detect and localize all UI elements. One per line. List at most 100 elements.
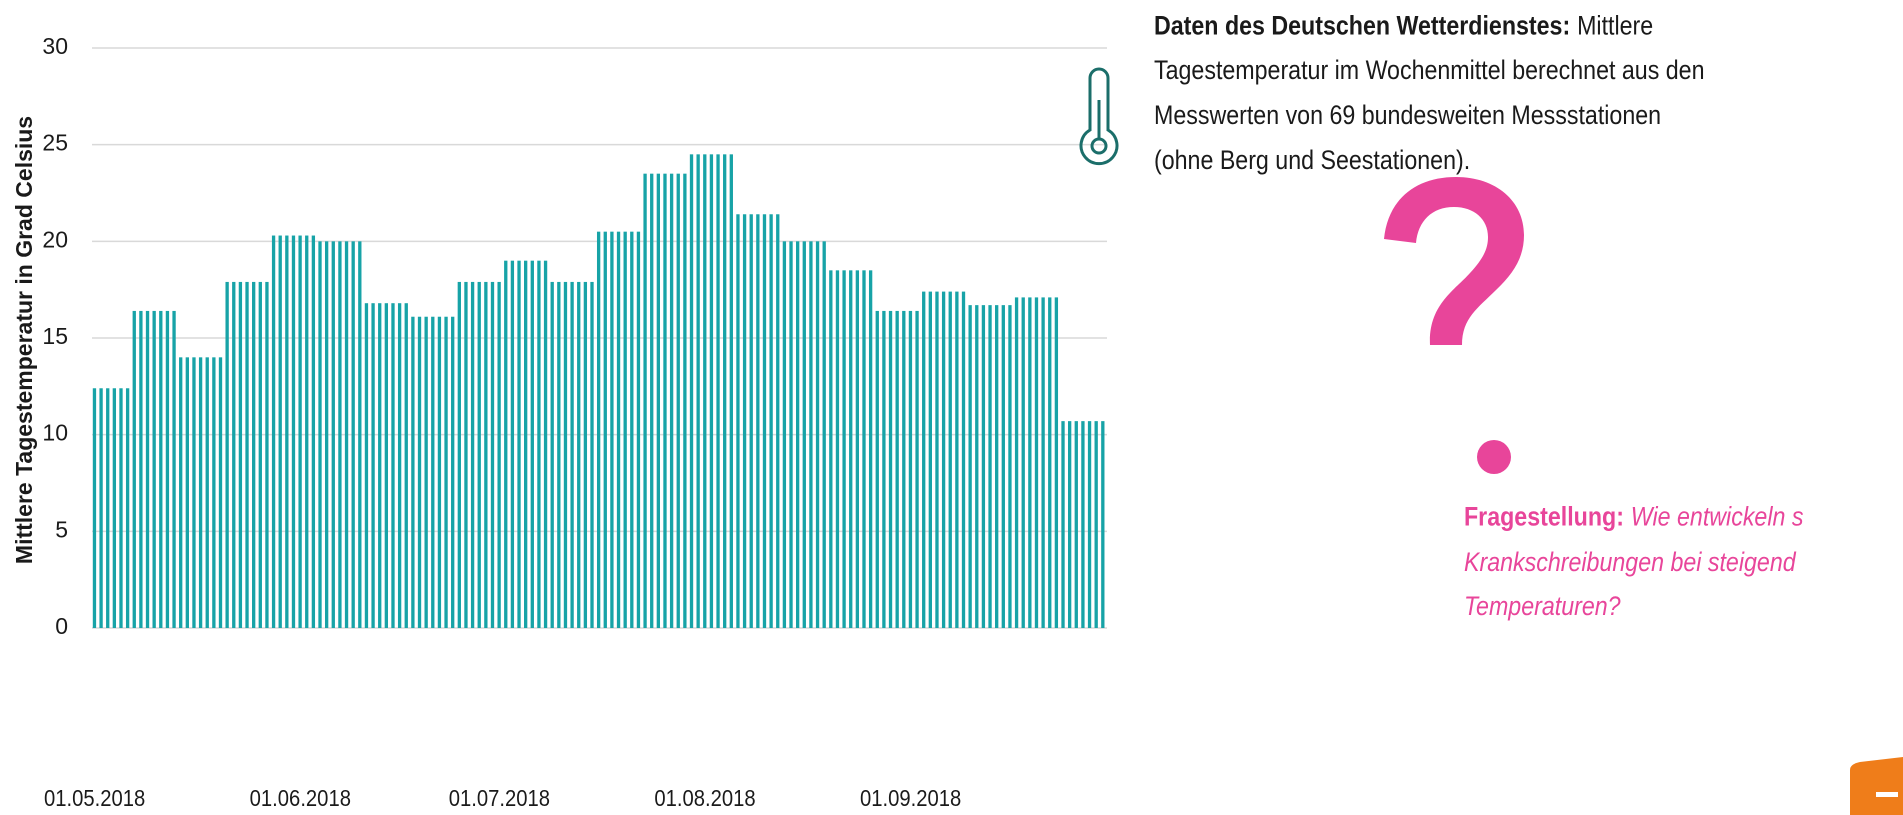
bar	[318, 241, 322, 629]
bar	[258, 281, 262, 628]
bar	[802, 241, 806, 629]
bar	[643, 173, 647, 628]
bar	[477, 281, 481, 628]
bar	[517, 260, 521, 628]
bar	[809, 241, 813, 629]
bar	[663, 173, 667, 628]
bar	[729, 154, 733, 629]
bar	[623, 231, 627, 628]
question-text: Wie entwickeln s	[1631, 502, 1804, 532]
x-tick-label: 01.09.2018	[860, 785, 961, 812]
bar	[736, 214, 740, 628]
bar	[868, 270, 873, 628]
thermometer-icon	[1079, 67, 1119, 166]
note-line: Tagestemperatur im Wochenmittel berechne…	[1154, 56, 1704, 86]
x-tick-label: 01.06.2018	[250, 785, 351, 812]
bar	[278, 235, 282, 629]
x-tick-label: 01.08.2018	[654, 785, 755, 812]
bar	[895, 310, 899, 628]
question-line: Fragestellung: Wie entwickeln s	[1464, 502, 1804, 532]
bar	[305, 235, 309, 629]
bar	[338, 241, 342, 629]
bar	[271, 235, 276, 629]
bar	[324, 241, 329, 629]
bar	[550, 281, 554, 628]
bar	[510, 260, 515, 628]
bar	[192, 357, 196, 628]
bar	[782, 241, 787, 629]
bar	[497, 281, 501, 628]
bar	[470, 281, 475, 628]
bar	[1008, 305, 1012, 628]
bar	[915, 310, 919, 628]
bar	[570, 281, 574, 628]
bar	[139, 310, 143, 628]
bar	[789, 241, 793, 629]
bar	[769, 214, 773, 628]
bar	[610, 231, 614, 628]
bar	[265, 281, 269, 628]
bar	[311, 235, 316, 629]
bar	[1001, 305, 1005, 628]
bar	[723, 154, 727, 629]
bar	[1074, 421, 1078, 628]
bar	[212, 357, 216, 628]
bar	[464, 281, 468, 628]
bar	[457, 281, 461, 628]
bar	[577, 281, 581, 628]
note-label: Daten des Deutschen Wetterdienstes:	[1154, 11, 1570, 41]
bar	[106, 388, 110, 628]
bar	[583, 281, 588, 628]
bar	[417, 316, 422, 628]
question-icon	[1384, 177, 1524, 474]
bar	[112, 388, 117, 628]
bar	[955, 291, 959, 628]
bar	[490, 281, 495, 628]
bar	[530, 260, 534, 628]
bar	[344, 241, 349, 629]
bar	[862, 270, 866, 628]
bar	[616, 231, 621, 628]
bar	[596, 231, 601, 628]
bar	[205, 357, 209, 628]
note-line: Messwerten von 69 bundesweiten Messstati…	[1154, 101, 1661, 131]
bar	[358, 241, 362, 629]
corner-logo	[1850, 757, 1903, 815]
bar	[1081, 421, 1085, 628]
y-tick-label: 20	[42, 226, 68, 252]
bar	[630, 231, 634, 628]
bar	[703, 154, 707, 629]
bar	[1021, 297, 1025, 628]
bar	[92, 388, 97, 628]
bar	[179, 357, 183, 628]
bar	[298, 235, 302, 629]
bar	[159, 310, 163, 628]
y-tick-label: 5	[55, 516, 68, 542]
bar	[431, 316, 435, 628]
bar	[849, 270, 853, 628]
bar	[1061, 421, 1065, 628]
bar	[762, 214, 767, 628]
bar	[218, 357, 223, 628]
bar	[888, 310, 893, 628]
bar	[776, 214, 780, 628]
bar	[650, 173, 654, 628]
bar	[683, 173, 687, 628]
bar	[961, 291, 966, 628]
bar	[285, 235, 289, 629]
bar	[1048, 297, 1052, 628]
bar	[125, 388, 130, 628]
bar	[882, 310, 886, 628]
question: Fragestellung: Wie entwickeln s Krankschr…	[1464, 502, 1804, 622]
bar	[185, 357, 189, 628]
bar	[543, 260, 548, 628]
bar	[908, 310, 913, 628]
bar	[404, 303, 408, 628]
bar	[922, 291, 926, 628]
bar	[145, 310, 150, 628]
bar	[756, 214, 760, 628]
bar	[252, 281, 256, 628]
bar	[291, 235, 296, 629]
bar	[371, 303, 375, 628]
